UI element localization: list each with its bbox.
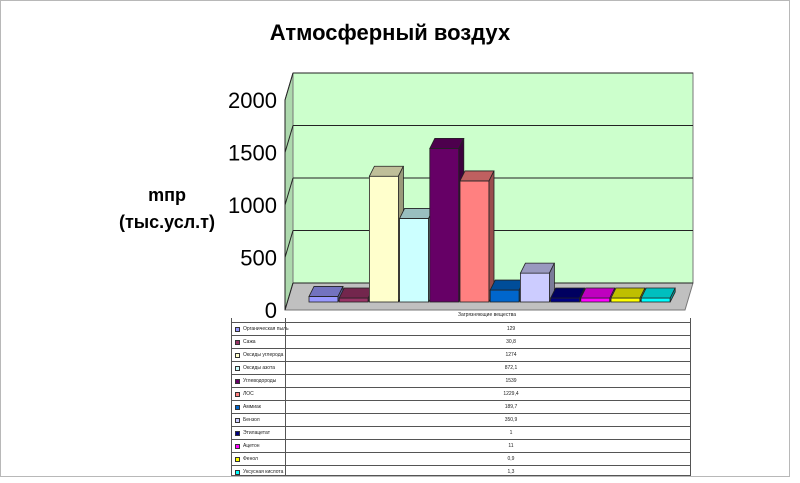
bar-top-9 [549, 287, 586, 299]
table-category-label: Фенол [243, 456, 258, 462]
gridline-side [284, 282, 294, 311]
bar-7 [489, 289, 520, 303]
table-value-label: 129 [506, 326, 516, 332]
table-row: Бензол 350,9 [231, 413, 691, 426]
bar-side-12 [669, 287, 676, 303]
table-category-label: Аммиак [243, 404, 261, 410]
legend-swatch [235, 392, 240, 397]
legend-swatch [235, 405, 240, 410]
bar-top-5 [429, 138, 465, 149]
data-table: Органическая пыль 129 Сажа 30,8 Оксиды углер… [231, 318, 691, 476]
bar-12 [640, 297, 671, 303]
table-row: Органическая пыль 129 [231, 322, 691, 335]
y-tick-label: 1000 [228, 193, 277, 218]
bar-top-2 [338, 287, 374, 299]
bar-top-7 [489, 279, 525, 291]
chart-title: Атмосферный воздух [269, 20, 511, 45]
table-column-divider [285, 318, 286, 476]
y-axis-label-line-1: mпр [148, 185, 186, 205]
table-value-label: 1539 [505, 378, 517, 384]
y-axis-label-line-2: (тыс.усл.т) [118, 212, 215, 232]
gridline-side [284, 72, 294, 101]
bar-3 [368, 175, 399, 303]
y-tick-label: 2000 [228, 88, 277, 113]
legend-swatch [235, 457, 240, 462]
bar-9 [550, 297, 580, 303]
bar-top-8 [519, 262, 556, 274]
bar-5 [429, 148, 460, 303]
table-row: Оксиды углерода 1274 [231, 348, 691, 361]
bar-top-10 [580, 287, 616, 299]
legend-swatch [235, 353, 240, 358]
legend-swatch [235, 379, 240, 384]
table-value-label: 1229,4 [503, 391, 519, 397]
bar-10 [580, 297, 611, 303]
table-category-label: Этилацетат [243, 430, 270, 436]
table-value-label: 1274 [505, 352, 517, 358]
table-row: Сажа 30,8 [231, 335, 691, 348]
y-axis-label: mпр (тыс.усл.т) [92, 182, 242, 236]
gridline-side [284, 230, 294, 258]
bar-top-4 [398, 208, 435, 219]
gridline-side [284, 125, 294, 153]
x-axis-label: Загрязняющие вещества [458, 312, 516, 318]
table-row: ЛОС 1229,4 [231, 387, 691, 400]
y-tick-label: 1500 [228, 141, 277, 166]
gridline-side [284, 177, 294, 206]
legend-swatch [235, 418, 240, 423]
table-category-label: Оксиды азота [243, 365, 275, 371]
table-value-label: 30,8 [506, 339, 516, 345]
table-value-label: 0,9 [507, 456, 515, 462]
table-value-label: 350,9 [504, 417, 518, 423]
table-row: Углеводороды 1539 [231, 374, 691, 387]
bar-top-1 [308, 286, 344, 297]
bar-4 [399, 218, 430, 303]
table-row: Ацетон 11 [231, 439, 691, 452]
legend-swatch [235, 470, 240, 475]
table-value-label: 1,3 [507, 469, 515, 475]
table-category-label: Бензол [243, 417, 260, 423]
bar-1 [308, 296, 339, 303]
legend-swatch [235, 444, 240, 449]
table-row: Оксиды азота 872,1 [231, 361, 691, 374]
bar-6 [459, 180, 490, 303]
bar-top-6 [459, 170, 495, 182]
table-category-label: Оксиды углерода [243, 352, 284, 358]
bar-top-11 [610, 287, 646, 299]
table-row: Аммиак 189,7 [231, 400, 691, 413]
table-value-label: 1 [509, 430, 513, 436]
bar-8 [520, 272, 550, 303]
bar-top-12 [640, 287, 676, 299]
legend-swatch [235, 340, 240, 345]
legend-swatch [235, 431, 240, 436]
table-value-label: 872,1 [504, 365, 518, 371]
table-value-label: 189,7 [504, 404, 518, 410]
table-category-label: Ацетон [243, 443, 260, 449]
table-category-label: Сажа [243, 339, 256, 345]
y-tick-label: 500 [240, 246, 277, 271]
table-category-label: Уксусная кислота [243, 469, 284, 475]
table-category-label: Органическая пыль [243, 326, 289, 332]
table-category-label: Углеводороды [243, 378, 277, 384]
bar-side-6 [488, 170, 495, 303]
y-tick-label: 0 [265, 298, 277, 323]
legend-swatch [235, 366, 240, 371]
table-row: Фенол 0,9 [231, 452, 691, 465]
table-value-label: 11 [508, 443, 514, 449]
table-category-label: ЛОС [243, 391, 254, 397]
table-row: Этилацетат 1 [231, 426, 691, 439]
bar-11 [610, 297, 641, 303]
bar-top-3 [368, 165, 405, 177]
bar-2 [338, 297, 369, 303]
table-row: Уксусная кислота 1,3 [231, 465, 691, 478]
legend-swatch [235, 327, 240, 332]
